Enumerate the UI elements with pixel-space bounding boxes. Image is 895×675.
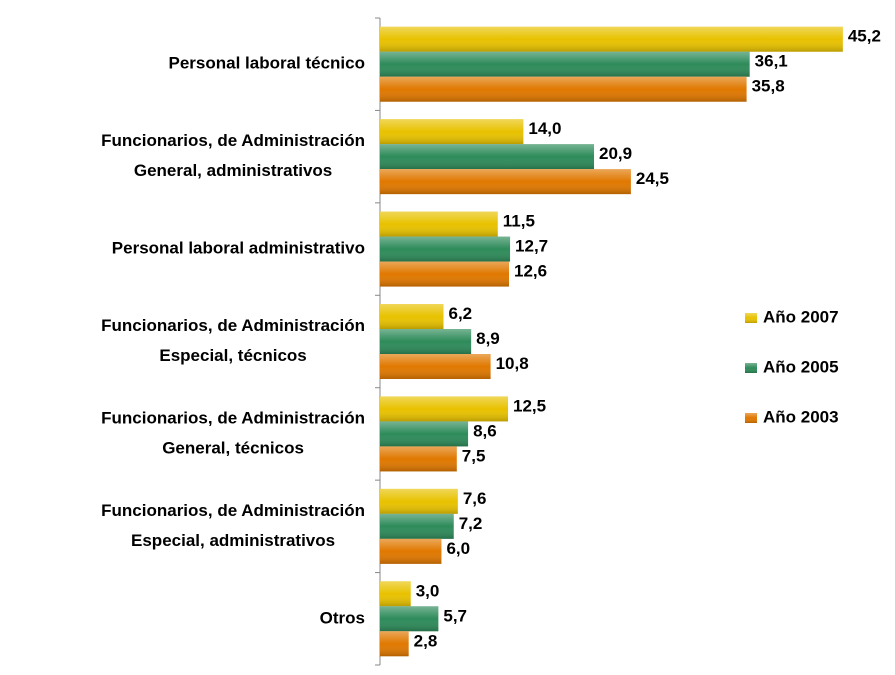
category-label: Funcionarios, de Administración: [101, 501, 365, 520]
value-label: 2,8: [414, 631, 438, 650]
value-label: 6,0: [446, 539, 470, 558]
value-label: 8,6: [473, 421, 497, 440]
bar-shade: [380, 421, 469, 447]
value-label: 5,7: [443, 606, 467, 625]
value-label: 45,2: [848, 27, 881, 46]
bar-shade: [380, 26, 843, 52]
category-label: Personal laboral administrativo: [112, 239, 365, 258]
bar-shade: [380, 354, 491, 379]
value-label: 12,5: [513, 396, 546, 415]
value-label: 20,9: [599, 144, 632, 163]
value-label: 12,6: [514, 262, 547, 281]
category-label: Funcionarios, de Administración: [101, 408, 365, 427]
value-label: 14,0: [528, 119, 561, 138]
legend-label: Año 2003: [763, 407, 839, 426]
value-label: 6,2: [448, 304, 472, 323]
bar-shade: [380, 169, 631, 195]
bar-shade: [380, 488, 458, 514]
bar-shade: [380, 236, 511, 262]
category-label: Funcionarios, de Administración: [101, 316, 365, 335]
value-label: 11,5: [503, 212, 535, 231]
legend-label: Año 2005: [763, 357, 839, 376]
value-label: 7,5: [462, 446, 486, 465]
value-label: 3,0: [416, 581, 440, 600]
bar-shade: [380, 304, 444, 329]
value-label: 8,9: [476, 329, 500, 348]
bar-shade: [380, 76, 747, 102]
category-label: Especial, técnicos: [159, 346, 306, 365]
legend-swatch-shade: [745, 363, 757, 373]
bar-shade: [380, 51, 750, 77]
value-label: 7,6: [463, 489, 487, 508]
category-label: Otros: [320, 608, 365, 627]
bar-shade: [380, 513, 454, 539]
bar-shade: [380, 329, 472, 354]
bar-shade: [380, 538, 442, 564]
bar-shade: [380, 446, 457, 472]
value-label: 24,5: [636, 169, 669, 188]
legend-swatch-shade: [745, 313, 757, 323]
bar-shade: [380, 396, 508, 422]
value-label: 36,1: [755, 52, 788, 71]
bar-shade: [380, 119, 524, 145]
category-label: General, técnicos: [162, 438, 304, 457]
value-label: 10,8: [496, 354, 529, 373]
bar-shade: [380, 631, 409, 657]
value-label: 35,8: [752, 77, 785, 96]
bar-shade: [380, 144, 595, 170]
bar-shade: [380, 261, 510, 287]
legend-swatch-shade: [745, 413, 757, 423]
legend-label: Año 2007: [763, 307, 839, 326]
bar-shade: [380, 606, 439, 632]
category-label: Personal laboral técnico: [168, 54, 365, 73]
value-label: 7,2: [459, 514, 483, 533]
bar-shade: [380, 581, 411, 607]
category-label: Funcionarios, de Administración: [101, 131, 365, 150]
category-label: Especial, administrativos: [131, 531, 335, 550]
value-label: 12,7: [515, 237, 548, 256]
category-label: General, administrativos: [134, 161, 332, 180]
bar-shade: [380, 211, 498, 237]
